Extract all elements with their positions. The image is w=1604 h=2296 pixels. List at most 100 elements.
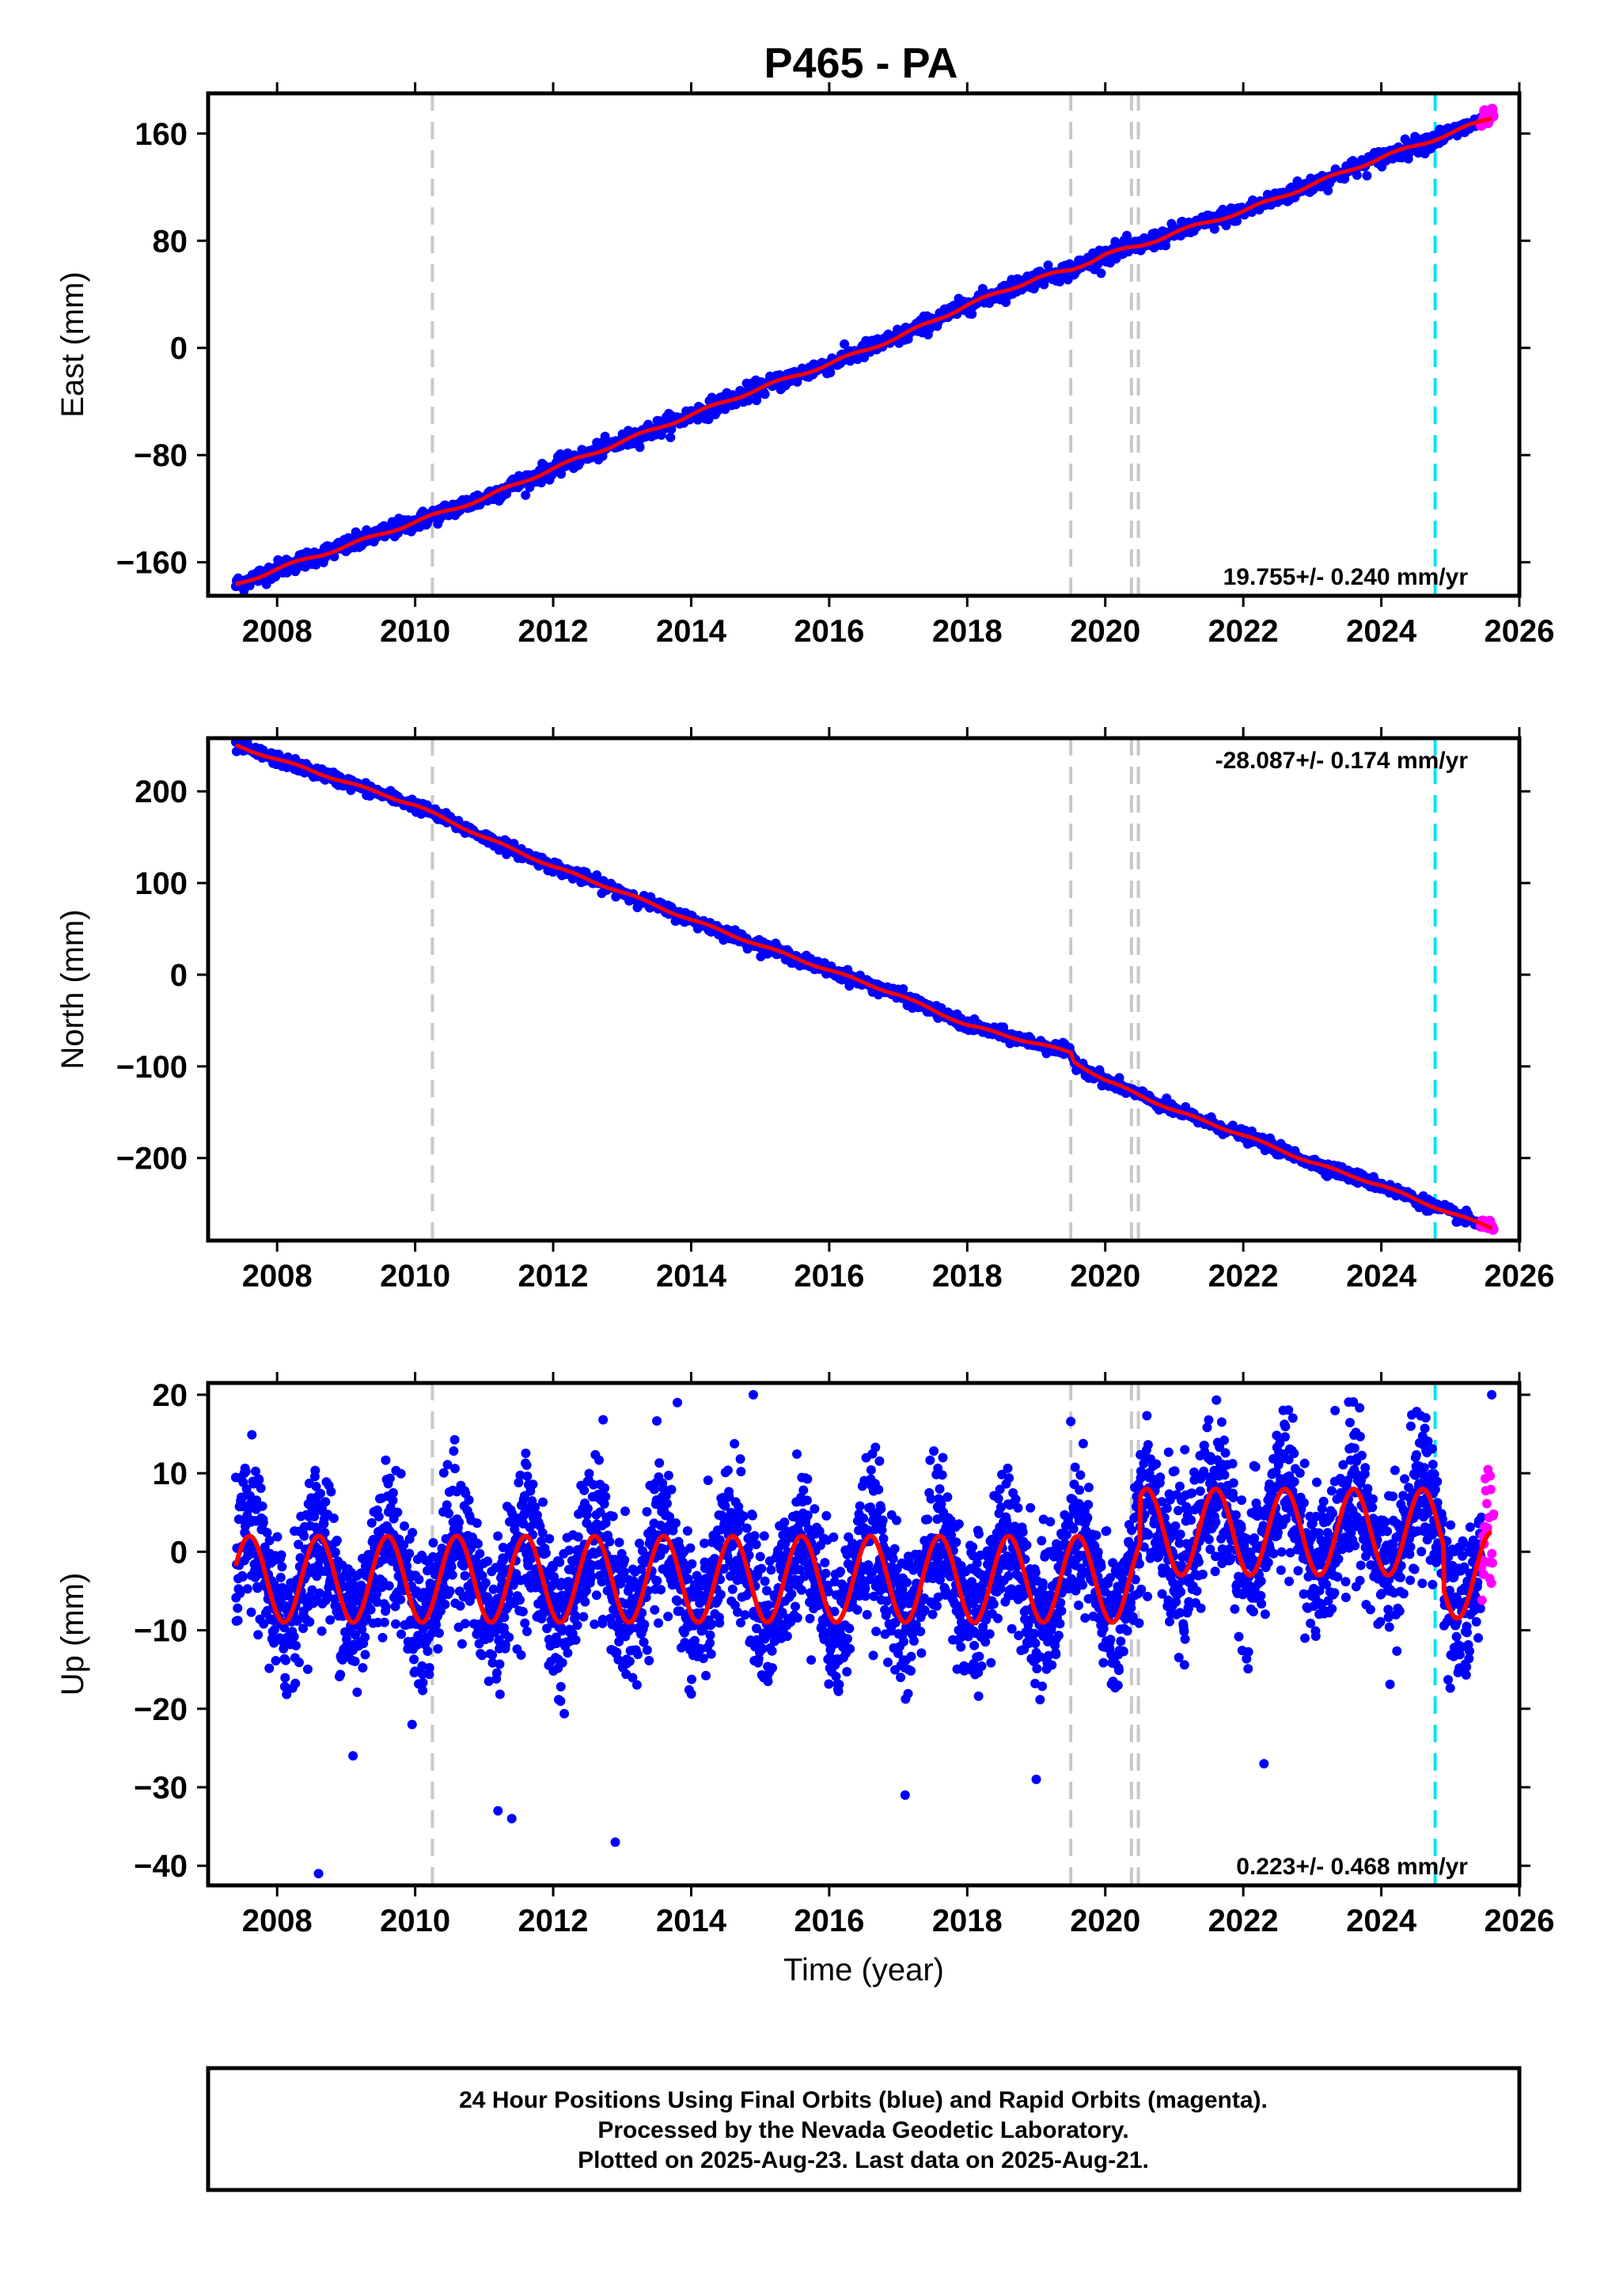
- final-orbit-point: [580, 1597, 590, 1607]
- final-orbit-point: [409, 1654, 419, 1665]
- y-tick-label: 0: [170, 958, 188, 993]
- final-orbit-point: [366, 1517, 377, 1528]
- final-orbit-point: [352, 1687, 362, 1697]
- final-orbit-point: [480, 1578, 491, 1588]
- final-orbit-point: [514, 1595, 525, 1605]
- final-orbit-point: [445, 1586, 455, 1596]
- final-orbit-point: [747, 1510, 757, 1521]
- final-orbit-point: [399, 1521, 409, 1531]
- east-panel: 2008 2010 2012 2014 2016 2018 2020 2022 2024 2026…: [55, 82, 1554, 649]
- final-orbit-point: [251, 1466, 261, 1476]
- final-orbit-point: [665, 1512, 675, 1522]
- x-tick-label: 2026: [1485, 614, 1555, 649]
- final-orbit-point: [678, 1557, 688, 1567]
- final-orbit-point: [1362, 171, 1372, 181]
- final-orbit-point: [417, 1661, 427, 1671]
- final-orbit-point: [357, 1624, 367, 1635]
- final-orbit-point: [652, 1575, 662, 1586]
- final-orbit-point: [659, 1544, 669, 1555]
- final-orbit-point: [410, 1666, 420, 1677]
- final-orbit-point: [377, 1632, 388, 1642]
- final-orbit-point: [423, 1646, 433, 1657]
- final-orbit-point: [310, 1465, 320, 1476]
- final-orbit-point: [1121, 230, 1132, 241]
- final-orbit-point: [741, 1523, 752, 1533]
- final-orbit-point: [555, 1557, 565, 1567]
- final-orbit-point: [559, 1708, 570, 1718]
- x-tick-label: 2016: [794, 1259, 864, 1294]
- north-panel: 2008 2010 2012 2014 2016 2018 2020 2022 2024 2026…: [55, 727, 1554, 1294]
- model-fit-line: [235, 116, 1492, 586]
- final-orbit-point: [418, 1677, 428, 1688]
- x-tick-label: 2014: [656, 1259, 727, 1294]
- x-tick-label: 2022: [1208, 1259, 1279, 1294]
- final-orbit-point: [738, 1511, 749, 1521]
- final-orbit-point: [556, 1681, 566, 1692]
- final-orbit-point: [259, 1619, 269, 1629]
- final-orbit-point: [282, 1689, 292, 1699]
- y-tick-label: −160: [116, 546, 188, 581]
- y-tick-label: −200: [116, 1142, 188, 1176]
- figure-title: P465 - PA: [764, 40, 957, 87]
- final-orbit-point: [241, 1466, 251, 1476]
- final-orbit-point: [237, 1571, 248, 1582]
- final-orbit-point: [276, 1550, 286, 1560]
- final-orbit-point: [262, 1605, 272, 1616]
- x-tick-label: 2008: [242, 1259, 313, 1294]
- final-orbit-point: [594, 1455, 605, 1465]
- y-tick-label: 160: [135, 117, 188, 152]
- final-orbit-point: [396, 1468, 406, 1479]
- final-orbit-point: [427, 1628, 437, 1639]
- final-orbit-point: [381, 1455, 391, 1465]
- final-orbit-point: [516, 1650, 526, 1660]
- final-orbit-point: [692, 415, 703, 425]
- final-orbit-point: [272, 1532, 283, 1542]
- final-orbit-point: [475, 1548, 485, 1559]
- final-orbit-point: [246, 1607, 256, 1617]
- final-orbit-point: [472, 1539, 483, 1549]
- final-orbit-point: [275, 1572, 286, 1582]
- x-tick-label: 2026: [1485, 1259, 1555, 1294]
- final-orbit-point: [825, 367, 836, 377]
- final-orbit-point: [796, 1585, 806, 1595]
- final-orbit-point: [598, 1415, 609, 1425]
- y-tick-label: 0: [170, 332, 188, 366]
- final-orbit-point: [654, 1618, 664, 1628]
- final-orbit-point: [418, 1685, 428, 1695]
- plot-area: [230, 1383, 1499, 1885]
- y-axis-title: East (mm): [55, 271, 90, 417]
- x-tick-label: 2022: [1208, 614, 1279, 649]
- final-orbit-point: [396, 1629, 407, 1639]
- final-orbit-point: [457, 1639, 467, 1649]
- final-orbit-point: [350, 1656, 360, 1666]
- final-orbit-point: [760, 389, 770, 400]
- final-orbit-point: [701, 1670, 711, 1680]
- final-orbit-point: [237, 1492, 248, 1502]
- final-orbit-point: [520, 1618, 530, 1628]
- final-orbit-point: [661, 1491, 671, 1501]
- y-axis-title: North (mm): [55, 909, 90, 1069]
- final-orbit-point: [706, 1649, 716, 1659]
- final-orbit-point: [675, 1606, 685, 1616]
- final-orbit-point: [605, 1536, 615, 1547]
- final-orbit-point: [628, 1673, 638, 1683]
- y-tick-label: 80: [153, 224, 188, 259]
- final-orbit-point: [521, 1448, 531, 1458]
- final-orbit-point: [381, 1602, 391, 1612]
- final-orbit-point: [372, 1589, 382, 1599]
- final-orbit-point: [510, 1520, 520, 1530]
- final-orbit-point: [358, 1662, 368, 1673]
- final-orbit-point: [787, 1589, 797, 1599]
- final-orbit-point: [898, 984, 908, 995]
- x-tick-label: 2018: [932, 1259, 1003, 1294]
- rapid-orbit-points: [1476, 104, 1499, 131]
- final-orbit-point: [840, 339, 850, 349]
- final-orbit-point: [736, 1467, 746, 1477]
- final-orbit-point: [264, 1663, 275, 1673]
- final-orbit-point: [642, 1645, 652, 1655]
- final-orbit-point: [233, 1616, 243, 1626]
- final-orbit-point: [608, 1511, 618, 1521]
- final-orbit-point: [654, 1458, 665, 1468]
- final-orbit-point: [619, 1567, 629, 1577]
- final-orbit-point: [483, 1556, 493, 1567]
